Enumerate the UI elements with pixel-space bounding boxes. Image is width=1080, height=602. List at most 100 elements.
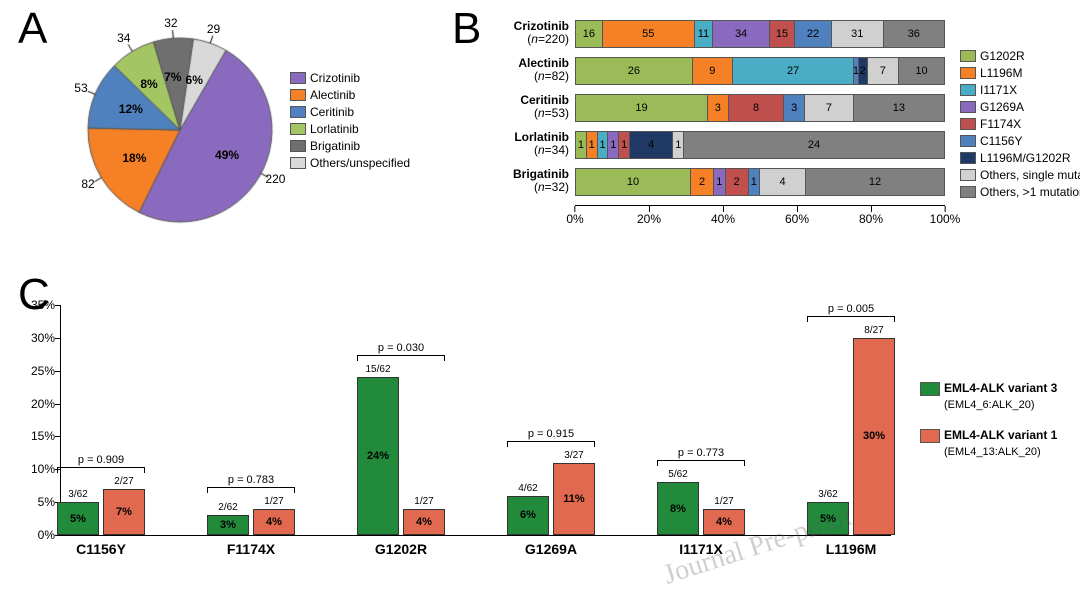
stacked-seg: 1 — [587, 132, 598, 158]
x-category-label: F1174X — [227, 535, 275, 557]
bar: 30% — [853, 338, 895, 535]
legend-item: F1174X — [960, 116, 1080, 132]
legend-item: EML4-ALK variant 3(EML4_6:ALK_20) — [920, 380, 1057, 413]
legend-item: Others, >1 mutation — [960, 184, 1080, 200]
x-category-label: L1196M — [826, 535, 877, 557]
stacked-seg: 2 — [691, 169, 714, 195]
legend-label: Lorlatinib — [310, 121, 359, 137]
stacked-seg: 1 — [608, 132, 619, 158]
stacked-seg: 36 — [884, 21, 944, 47]
legend-item: EML4-ALK variant 1(EML4_13:ALK_20) — [920, 427, 1057, 460]
p-value-bracket: p = 0.783 — [207, 474, 295, 493]
panel-b-label: B — [452, 4, 481, 54]
legend-swatch — [960, 169, 976, 181]
row-label: Lorlatinib(n=34) — [489, 131, 575, 157]
legend-label: Others/unspecified — [310, 155, 410, 171]
pie-inner-pct: 7% — [164, 70, 181, 84]
legend-item: Ceritinib — [290, 104, 410, 120]
bar: 4% — [703, 509, 745, 535]
panel-a-legend: CrizotinibAlectinibCeritinibLorlatinibBr… — [290, 70, 410, 172]
row-label: Brigatinib(n=32) — [489, 168, 575, 194]
legend-label: F1174X — [980, 116, 1021, 132]
legend-label: EML4-ALK variant 3(EML4_6:ALK_20) — [944, 380, 1057, 413]
legend-label: L1196M — [980, 65, 1022, 81]
bar: 8% — [657, 482, 699, 535]
stacked-seg: 12 — [806, 169, 944, 195]
stacked-seg: 15 — [770, 21, 795, 47]
stacked-seg: 1 — [714, 169, 726, 195]
legend-swatch — [290, 140, 306, 152]
stacked-seg: 24 — [684, 132, 944, 158]
legend-item: Others, single mutations — [960, 167, 1080, 183]
legend-item: Others/unspecified — [290, 155, 410, 171]
legend-swatch — [960, 118, 976, 130]
axis-tick: 40% — [711, 206, 735, 226]
bar: 6% — [507, 496, 549, 535]
bar: 4% — [403, 509, 445, 535]
legend-label: C1156Y — [980, 133, 1022, 149]
stacked-seg: 9 — [693, 58, 733, 84]
bar-top-label: 2/62 — [218, 502, 237, 513]
stacked-seg: 10 — [899, 58, 944, 84]
stacked-seg: 7 — [868, 58, 899, 84]
legend-label: L1196M/G1202R — [980, 150, 1071, 166]
pie-outer-n: 53 — [74, 81, 87, 95]
bar: 5% — [807, 502, 849, 535]
legend-swatch — [290, 106, 306, 118]
panel-c-grouped: 0%5%10%15%20%25%30%35%5%3/627%2/27C1156Y… — [60, 305, 891, 536]
bar-top-label: 3/62 — [818, 489, 837, 500]
stacked-bar: 19383713 — [575, 94, 945, 122]
legend-swatch — [290, 72, 306, 84]
legend-swatch — [290, 157, 306, 169]
stacked-seg: 4 — [630, 132, 673, 158]
bar: 24% — [357, 377, 399, 535]
bar-top-label: 4/62 — [518, 483, 537, 494]
panel-b-stacked: Crizotinib(n=220)1655113415223136Alectin… — [575, 20, 945, 230]
bar: 4% — [253, 509, 295, 535]
stacked-seg: 8 — [729, 95, 785, 121]
pie-outer-n: 34 — [117, 31, 130, 45]
bar: 7% — [103, 489, 145, 535]
legend-item: G1202R — [960, 48, 1080, 64]
stacked-seg: 7 — [805, 95, 854, 121]
x-category-label: I1171X — [679, 535, 723, 557]
panel-b-xaxis: 0%20%40%60%80%100% — [575, 205, 945, 230]
stacked-seg: 2 — [859, 58, 868, 84]
stacked-seg: 4 — [760, 169, 806, 195]
panel-a-label: A — [18, 4, 47, 54]
legend-swatch — [960, 152, 976, 164]
legend-swatch — [960, 67, 976, 79]
row-label: Ceritinib(n=53) — [489, 94, 575, 120]
stacked-seg: 31 — [832, 21, 884, 47]
legend-swatch — [960, 101, 976, 113]
stacked-seg: 1 — [576, 132, 587, 158]
stacked-bar: 102121412 — [575, 168, 945, 196]
row-label: Crizotinib(n=220) — [489, 20, 575, 46]
bar-top-label: 3/62 — [68, 489, 87, 500]
bar-top-label: 15/62 — [365, 364, 390, 375]
legend-item: I1171X — [960, 82, 1080, 98]
legend-swatch — [290, 123, 306, 135]
axis-tick: 0% — [566, 206, 583, 226]
stacked-bar: 1655113415223136 — [575, 20, 945, 48]
stacked-seg: 11 — [695, 21, 713, 47]
stacked-seg: 26 — [576, 58, 693, 84]
stacked-row: Alectinib(n=82)2692712710 — [575, 57, 945, 85]
pie-inner-pct: 49% — [215, 148, 239, 162]
stacked-seg: 1 — [619, 132, 630, 158]
y-tick-mark — [55, 305, 61, 306]
legend-label: Ceritinib — [310, 104, 354, 120]
pie-inner-pct: 8% — [140, 77, 157, 91]
stacked-seg: 22 — [795, 21, 832, 47]
pie-inner-pct: 12% — [119, 102, 143, 116]
bar: 11% — [553, 463, 595, 535]
legend-label: I1171X — [980, 82, 1017, 98]
legend-item: Brigatinib — [290, 138, 410, 154]
bar-top-label: 1/27 — [714, 496, 733, 507]
y-tick-mark — [55, 404, 61, 405]
bar-top-label: 1/27 — [414, 496, 433, 507]
legend-label: Others, >1 mutation — [980, 184, 1080, 200]
y-tick-mark — [55, 436, 61, 437]
legend-swatch — [960, 84, 976, 96]
p-value-bracket: p = 0.909 — [57, 454, 145, 473]
